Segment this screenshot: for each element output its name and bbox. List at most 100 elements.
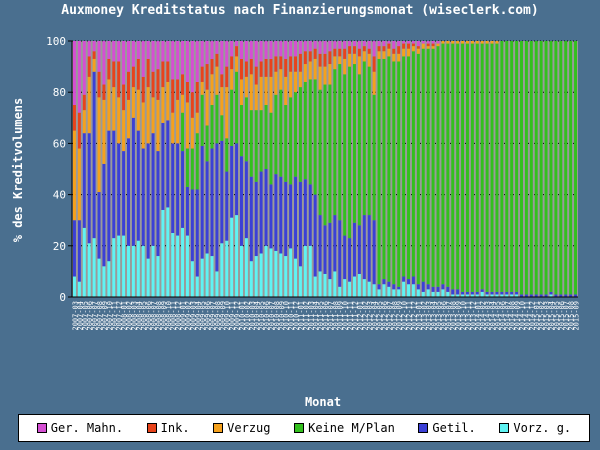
bar-segment [151,71,155,98]
x-tick-label: 2008-08 [155,301,163,331]
bar-segment [362,46,366,52]
bar-segment [87,243,91,297]
x-tick-label: 2014-03 [484,301,492,331]
bar-segment [240,58,243,80]
bar-segment [200,145,204,259]
bar-segment [87,56,91,77]
bar-segment [230,56,234,70]
bar-segment [136,89,140,131]
bar-segment [402,56,406,277]
x-tick-label: 2012-04 [371,301,379,331]
bar-segment [328,64,332,85]
bar-segment [465,294,469,297]
bar-segment [529,41,533,295]
x-tick-label: 2014-01 [474,301,482,331]
x-tick-label: 2012-09 [396,301,404,331]
bar-segment [495,41,499,44]
bar-segment [461,43,465,292]
bar-segment [461,291,465,295]
bar-segment [367,66,371,216]
bar-segment [92,41,96,52]
bar-segment [210,74,214,105]
bar-segment [117,235,121,297]
bar-segment [185,186,189,236]
bar-segment [230,41,234,57]
bar-segment [407,48,410,57]
bar-segment [333,215,337,272]
bar-segment [181,94,185,113]
bar-segment [416,46,420,49]
bar-segment [549,291,553,295]
bar-segment [407,279,410,285]
bar-segment [200,66,204,82]
x-tick-label: 2008-07 [150,301,158,331]
bar-segment [254,110,258,182]
bar-segment [402,43,406,49]
bar-segment [181,74,185,95]
bar-segment [387,286,391,297]
bar-segment [156,99,160,152]
x-tick-label: 2011-11 [347,301,355,331]
x-tick-label: 2010-03 [248,301,256,331]
bar-segment [367,281,371,297]
bar-segment [122,110,126,152]
bar-segment [377,51,381,59]
bar-segment [269,58,273,77]
bar-segment [195,276,199,297]
bar-segment [544,294,548,297]
legend-item: Vorz. g. [499,421,571,435]
bar-segment [367,41,371,49]
x-tick-label: 2010-06 [263,301,271,331]
x-tick-label: 2014-09 [514,301,522,331]
bar-segment [402,276,406,282]
bar-segment [244,41,248,62]
x-tick-label: 2012-12 [410,301,418,331]
y-tick-label: 20 [53,240,66,253]
bar-segment [274,41,278,57]
bar-segment [461,294,465,297]
bar-segment [323,41,327,54]
bar-segment [475,294,479,297]
x-axis-label: Monat [304,395,342,409]
x-tick-label: 2009-11 [229,301,237,331]
bar-segment [274,94,278,175]
bar-segment [274,56,278,72]
bar-segment [249,58,253,75]
bar-segment [387,56,391,282]
bar-segment [249,176,253,262]
bar-segment [367,215,371,282]
bar-segment [289,184,293,249]
bar-segment [220,140,224,244]
bar-segment [421,43,425,49]
x-tick-label: 2012-02 [361,301,369,331]
bar-segment [185,102,189,149]
bar-segment [166,61,170,82]
bar-segment [382,51,386,59]
bar-segment [348,281,352,297]
bar-segment [387,281,391,287]
bar-segment [215,41,219,54]
bar-segment [240,79,243,105]
x-tick-label: 2013-12 [469,301,477,331]
bar-segment [549,41,553,292]
legend-swatch [294,423,305,433]
bar-segment [240,41,243,59]
bar-segment [377,289,381,297]
bar-segment [200,94,204,146]
bar-segment [485,291,489,295]
bar-segment [171,233,175,297]
bar-segment [259,76,263,111]
bar-segment [195,81,199,113]
bar-segment [284,181,288,257]
x-tick-label: 2014-08 [509,301,517,331]
bar-segment [456,289,460,295]
bar-segment [141,245,145,297]
bar-segment [97,41,101,72]
x-tick-label: 2014-04 [489,301,497,331]
bar-segment [549,294,553,297]
x-tick-label: 2011-09 [337,301,345,331]
bar-segment [72,276,76,297]
bar-segment [485,294,489,297]
bar-segment [559,294,563,297]
bar-segment [343,74,347,236]
